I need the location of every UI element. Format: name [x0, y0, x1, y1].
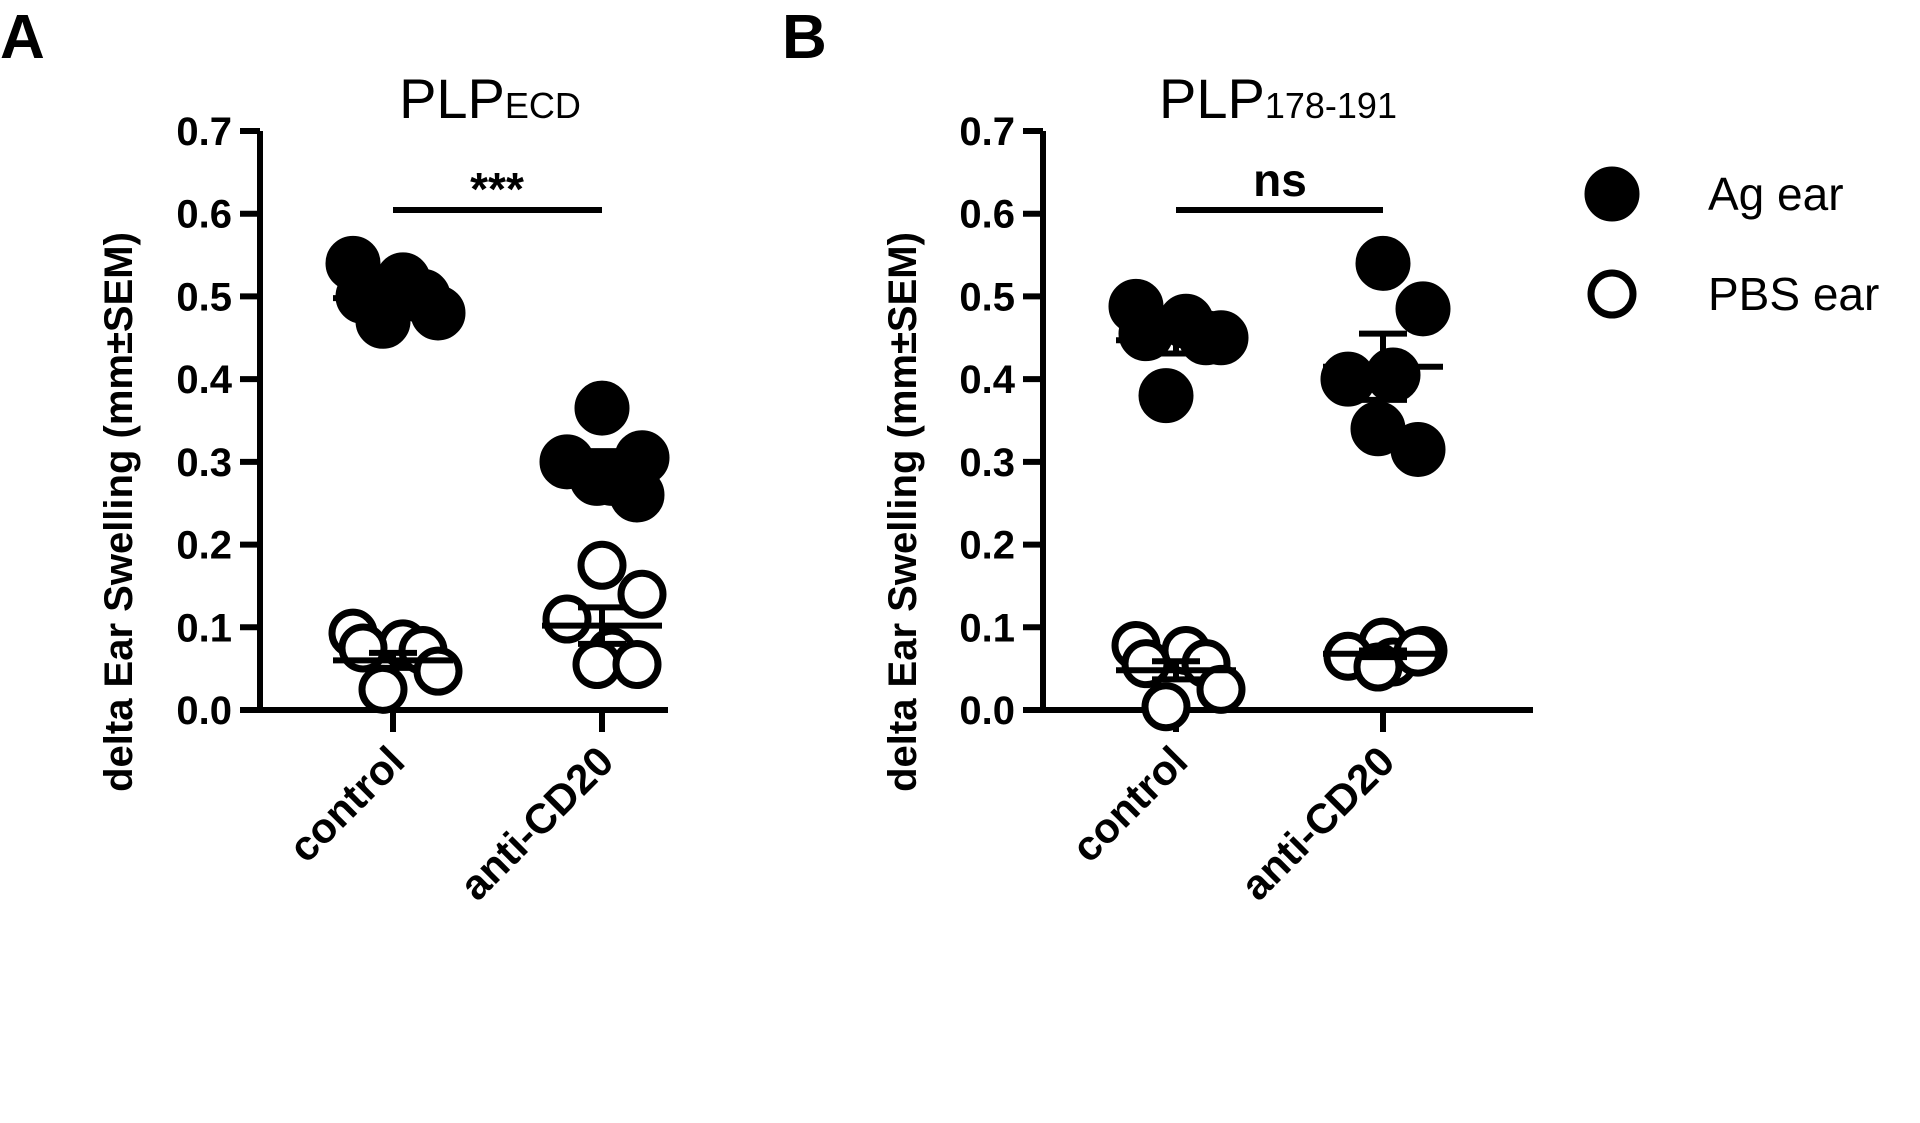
panel-a-y-tick-label: 0.6	[176, 193, 232, 237]
panel-b-y-tick-label: 0.4	[959, 358, 1015, 402]
panel-a-letter: A	[0, 3, 45, 72]
panel-b-significance-label: ns	[1253, 154, 1307, 206]
panel-a-y-tick-label: 0.5	[176, 275, 232, 319]
panel-a-x-category-label: anti-CD20	[451, 737, 623, 909]
panel-b-point-ag-ear	[1365, 347, 1421, 403]
panel-b-point-ag-ear	[1355, 235, 1411, 291]
panel-b-y-tick-label: 0.5	[959, 275, 1015, 319]
panel-b-letter: B	[782, 3, 827, 72]
panel-b-point-ag-ear	[1118, 306, 1174, 362]
panel-a-y-tick-label: 0.4	[176, 358, 232, 402]
panel-a-point-pbs-ear	[612, 640, 662, 690]
panel-b-y-tick-label: 0.3	[959, 441, 1015, 485]
panel-a-y-ticks: 0.0 0.1 0.2 0.3 0.4 0.5 0.6 0.7	[176, 110, 260, 733]
panel-b-point-pbs-ear	[1196, 664, 1246, 714]
panel-a-point-ag-ear	[574, 380, 630, 436]
panel-b-y-tick-label: 0.7	[959, 110, 1015, 154]
panel-b-point-ag-ear	[1138, 368, 1194, 424]
legend-label-pbs-ear: PBS ear	[1708, 268, 1879, 320]
panel-b-y-tick-label: 0.2	[959, 524, 1015, 568]
panel-a-point-pbs-ear	[617, 569, 667, 619]
panel-b-y-ticks: 0.0 0.1 0.2 0.3 0.4 0.5 0.6 0.7	[959, 110, 1043, 733]
panel-b-point-ag-ear	[1390, 421, 1446, 477]
panel-b-x-categories: control anti-CD20	[1062, 710, 1403, 909]
panel-a-title-main: PLP	[399, 67, 505, 130]
panel-b: B PLP178-191 delta Ear Swelling (mm±SEM)…	[782, 3, 1533, 909]
panel-b-x-category-label: control	[1062, 737, 1196, 871]
panel-a-title-subscript: ECD	[505, 85, 581, 126]
panel-a-x-category-label: control	[279, 737, 413, 871]
legend-label-ag-ear: Ag ear	[1708, 168, 1844, 220]
legend-filled-circle-icon	[1584, 166, 1640, 222]
panel-a-point-ag-ear	[355, 293, 411, 349]
panel-a-y-tick-label: 0.3	[176, 441, 232, 485]
panel-b-y-tick-label: 0.0	[959, 689, 1015, 733]
panel-b-point-ag-ear	[1320, 351, 1376, 407]
panel-b-point-pbs-ear	[1141, 682, 1191, 732]
panel-a-significance: ***	[393, 163, 602, 215]
legend-item-ag-ear: Ag ear	[1584, 166, 1844, 222]
panel-a-significance-label: ***	[470, 163, 524, 215]
panel-b-title-main: PLP	[1159, 67, 1265, 130]
panel-a-y-tick-label: 0.2	[176, 524, 232, 568]
panel-b-title: PLP178-191	[1159, 67, 1397, 130]
panel-a-y-tick-label: 0.7	[176, 110, 232, 154]
panel-a-title: PLPECD	[399, 67, 581, 130]
panel-a-y-tick-label: 0.0	[176, 689, 232, 733]
panel-b-x-category-label: anti-CD20	[1232, 737, 1404, 909]
panel-b-axes	[1040, 131, 1533, 713]
panel-a-point-pbs-ear	[577, 540, 627, 590]
legend: Ag ear PBS ear	[1584, 166, 1879, 320]
panel-a-point-ag-ear	[609, 467, 665, 523]
panel-b-significance: ns	[1176, 154, 1383, 213]
panel-b-data-marks	[1108, 235, 1451, 732]
panel-a-data-marks	[325, 235, 670, 714]
panel-b-y-tick-label: 0.6	[959, 193, 1015, 237]
panel-b-title-subscript: 178-191	[1265, 85, 1397, 126]
panel-a-y-axis-label: delta Ear Swelling (mm±SEM)	[97, 232, 141, 792]
panel-a-point-pbs-ear	[572, 640, 622, 690]
panel-a-point-pbs-ear	[542, 594, 592, 644]
panel-a-point-pbs-ear	[413, 646, 463, 696]
panel-a-y-tick-label: 0.1	[176, 606, 232, 650]
panel-a: A PLPECD delta Ear Swelling (mm±SEM) 0.0…	[0, 3, 670, 909]
panel-b-point-ag-ear	[1395, 281, 1451, 337]
legend-item-pbs-ear: PBS ear	[1587, 268, 1879, 320]
panel-b-y-tick-label: 0.1	[959, 606, 1015, 650]
panel-a-x-categories: control anti-CD20	[279, 710, 622, 909]
legend-open-circle-icon	[1587, 269, 1637, 319]
panel-b-y-axis-label: delta Ear Swelling (mm±SEM)	[881, 232, 925, 792]
panel-a-point-pbs-ear	[358, 664, 408, 714]
